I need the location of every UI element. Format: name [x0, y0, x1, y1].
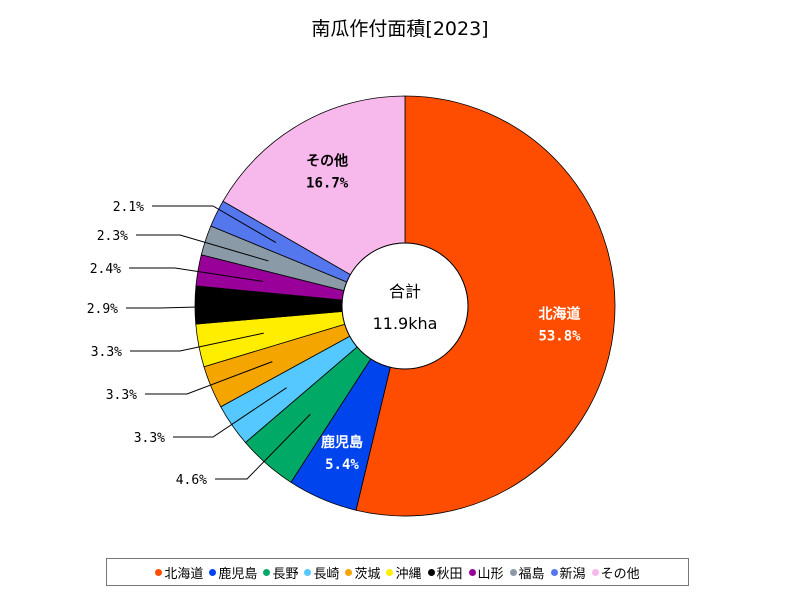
center-label: 合計: [389, 282, 421, 301]
leader-line-5: [145, 361, 273, 395]
slice-value-label-3: 4.6%: [176, 473, 207, 488]
legend-item-7: 秋田: [427, 563, 463, 582]
legend-marker-7: [427, 568, 435, 576]
legend: 北海道 鹿児島 長野 長崎 茨城 沖縄 秋田 山形 福島 新潟 その他: [106, 558, 689, 586]
legend-item-3: 長野: [263, 563, 298, 582]
legend-marker-1: [155, 568, 163, 576]
legend-marker-4: [304, 568, 312, 576]
legend-item-6: 沖縄: [386, 563, 422, 582]
chart-title: 南瓜作付面積[2023]: [311, 18, 489, 40]
legend-item-11: その他: [591, 563, 640, 582]
leader-line-9: [136, 234, 269, 262]
legend-item-10: 新潟: [550, 563, 586, 582]
slice-name-label-1: 北海道: [539, 305, 581, 322]
legend-marker-3: [263, 568, 271, 576]
slice-value-label-10: 2.1%: [113, 200, 144, 215]
legend-marker-6: [386, 568, 394, 576]
legend-marker-2: [209, 568, 217, 576]
leader-line-10: [152, 205, 277, 244]
legend-item-4: 長崎: [304, 563, 339, 582]
slice-value-label-6: 3.3%: [91, 345, 122, 360]
slice-value-label-11: 16.7%: [306, 175, 349, 191]
slice-value-label-2: 5.4%: [325, 457, 359, 473]
legend-label-11: その他: [600, 566, 640, 582]
legend-item-9: 福島: [509, 563, 545, 582]
legend-label-4: 長崎: [313, 566, 340, 582]
leader-line-8: [129, 267, 264, 283]
leader-line-3: [215, 413, 311, 480]
slice-value-label-8: 2.4%: [90, 262, 121, 277]
leader-line-4: [173, 387, 287, 438]
leader-line-7: [126, 304, 262, 309]
center-value: 11.9kha: [373, 314, 438, 333]
legend-label-7: 秋田: [436, 566, 463, 582]
leader-line-6: [130, 332, 264, 352]
legend-item-1: 北海道: [155, 563, 203, 582]
legend-marker-5: [345, 568, 353, 576]
donut-hole: [341, 242, 469, 370]
legend-marker-8: [468, 568, 476, 576]
legend-label-9: 福島: [518, 566, 545, 582]
legend-label-10: 新潟: [559, 566, 586, 582]
legend-item-2: 鹿児島: [209, 563, 257, 582]
legend-item-8: 山形: [468, 563, 504, 582]
legend-marker-10: [550, 568, 558, 576]
legend-label-5: 茨城: [354, 566, 381, 582]
slice-value-label-4: 3.3%: [134, 431, 165, 446]
slice-name-label-2: 鹿児島: [320, 434, 363, 451]
legend-label-8: 山形: [477, 566, 504, 582]
legend-label-2: 鹿児島: [218, 566, 258, 582]
legend-label-3: 長野: [272, 566, 299, 582]
legend-label-1: 北海道: [164, 566, 204, 582]
slice-value-label-5: 3.3%: [106, 388, 137, 403]
legend-label-6: 沖縄: [395, 566, 422, 582]
legend-marker-9: [509, 568, 517, 576]
legend-item-5: 茨城: [345, 563, 380, 582]
slice-value-label-9: 2.3%: [97, 229, 128, 244]
legend-marker-11: [591, 568, 599, 576]
slice-value-label-7: 2.9%: [87, 302, 118, 317]
slice-name-label-11: その他: [306, 152, 348, 169]
slice-value-label-1: 53.8%: [538, 328, 581, 344]
